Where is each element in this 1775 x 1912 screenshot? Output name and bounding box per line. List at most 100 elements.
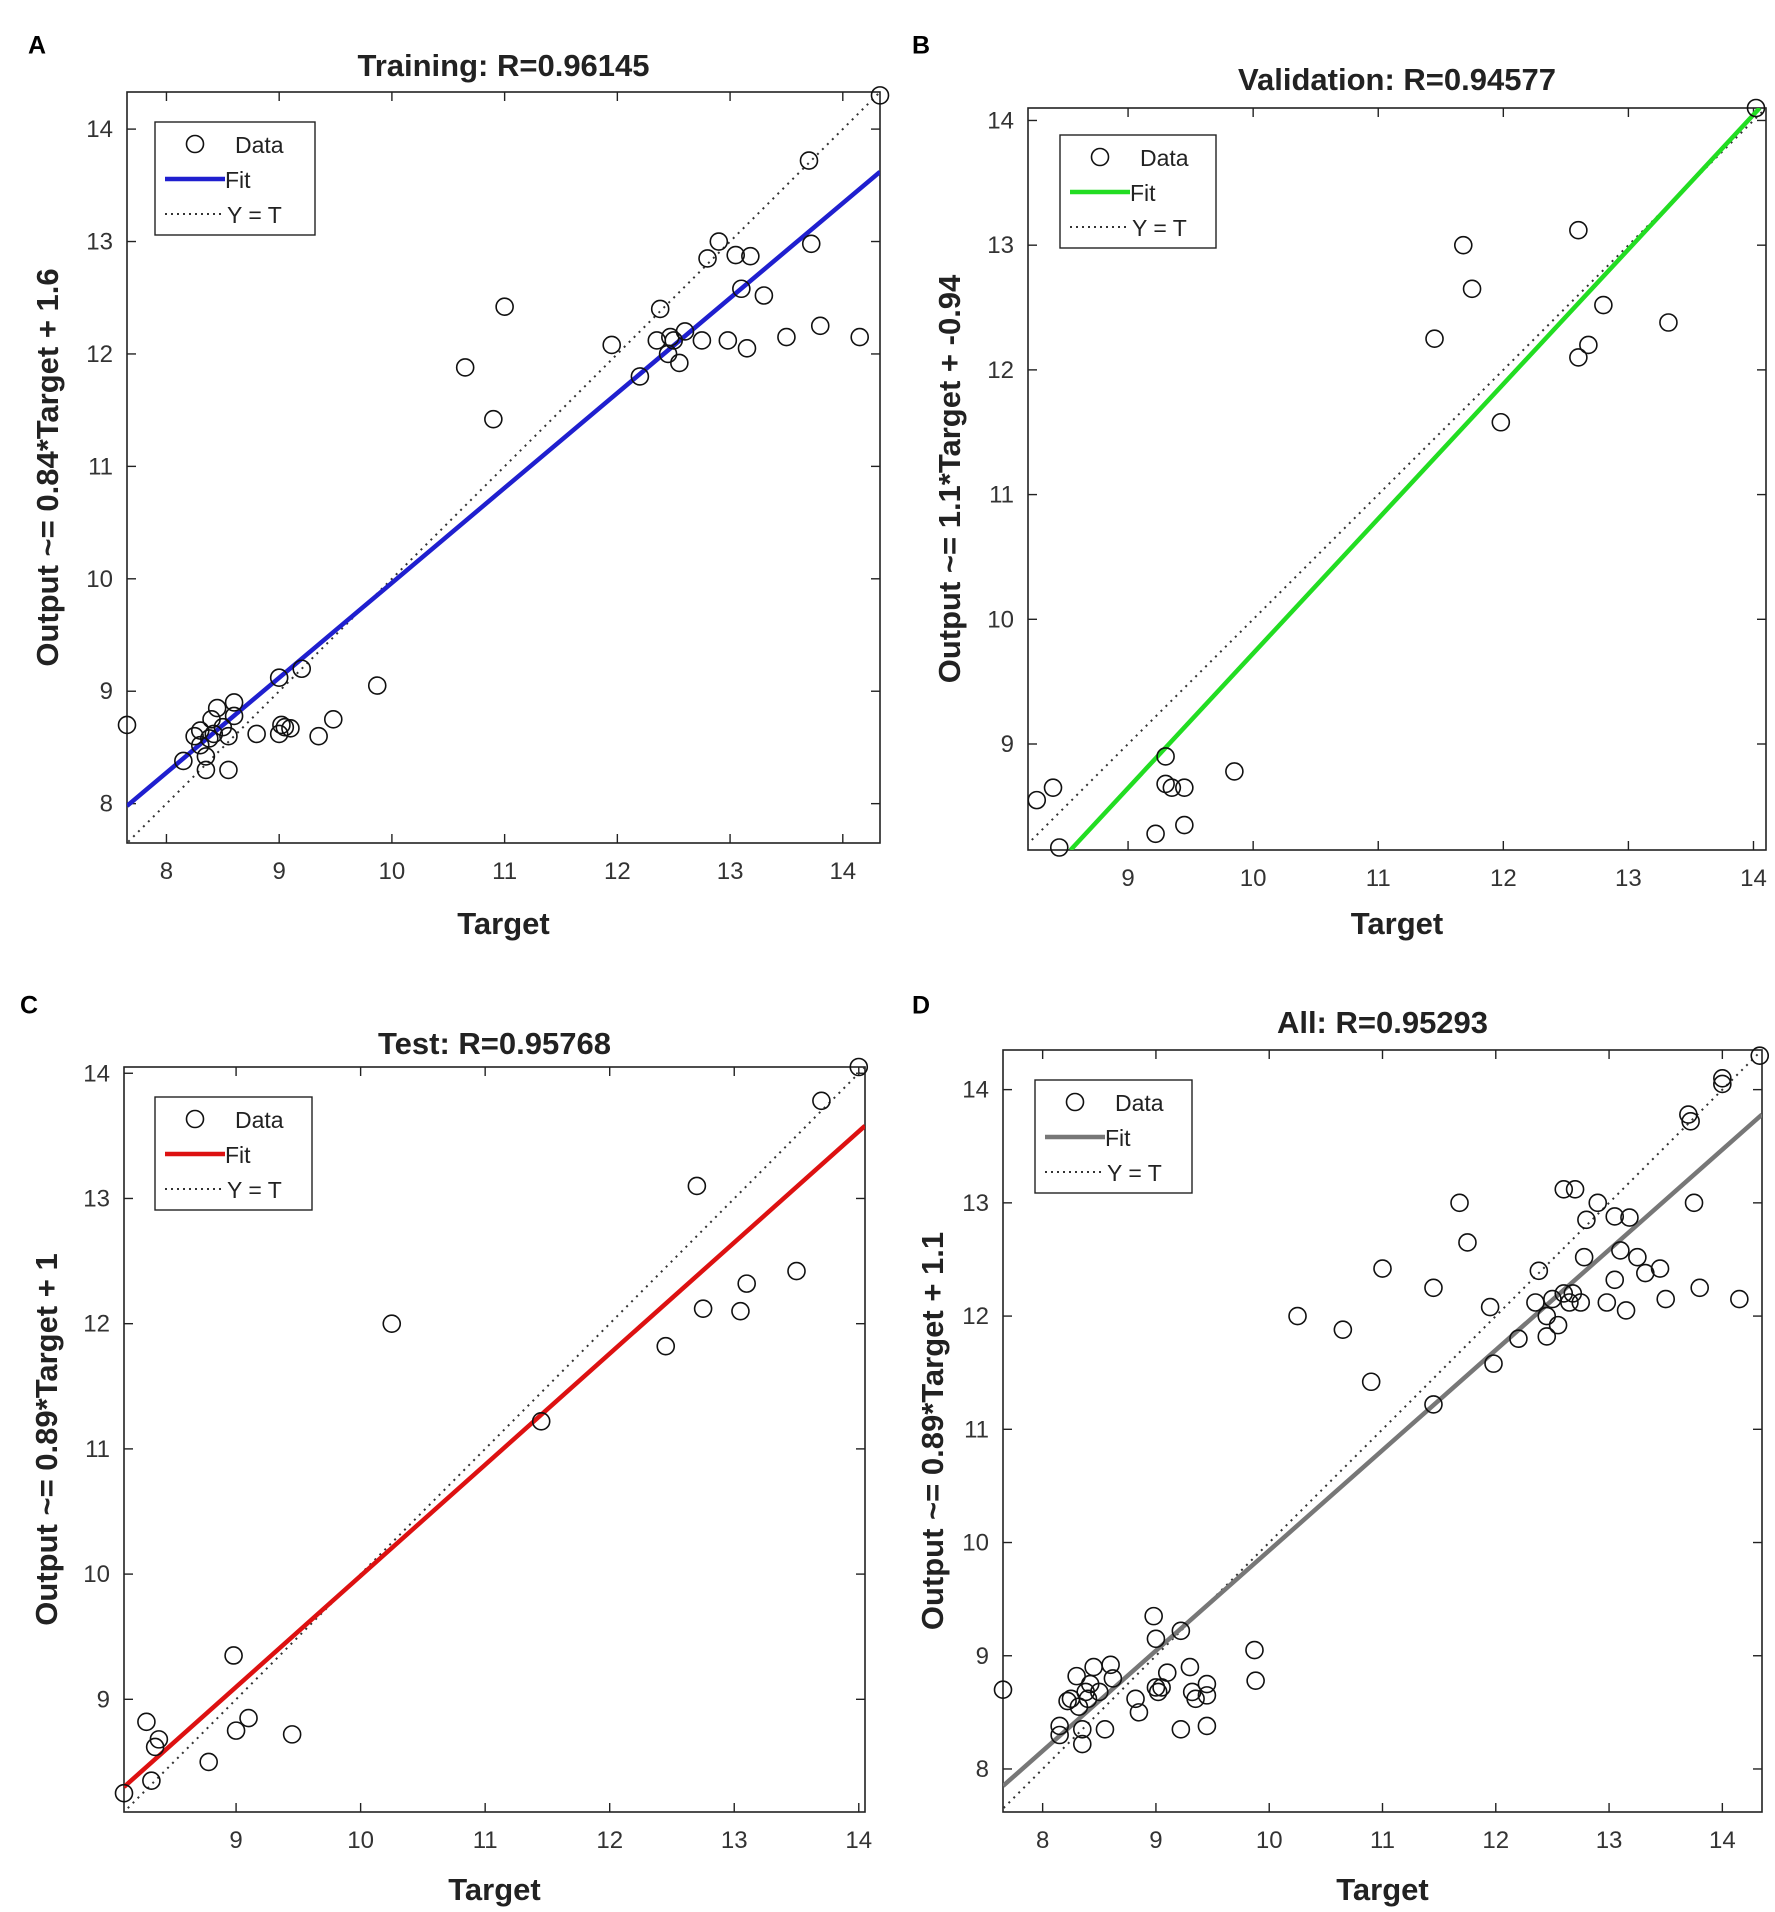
- x-tick-label: 13: [1615, 865, 1642, 892]
- plot-area: [127, 92, 880, 843]
- y-tick-label: 12: [987, 357, 1014, 384]
- legend-data-label: Data: [1115, 1090, 1164, 1116]
- data-point: [1146, 1629, 1166, 1649]
- data-point: [718, 331, 738, 350]
- data-point: [1425, 329, 1444, 349]
- y-tick-label: 10: [987, 606, 1014, 633]
- y-axis-label: Output ~= 0.89*Target + 1: [29, 1253, 64, 1625]
- y-tick-label: 10: [86, 566, 113, 593]
- data-point: [675, 322, 695, 341]
- data-point: [1225, 762, 1244, 781]
- panel-label: B: [912, 32, 930, 60]
- y-tick-label: 8: [976, 1756, 989, 1783]
- data-point: [142, 1771, 161, 1790]
- data-point: [1049, 838, 1069, 857]
- data-point: [850, 327, 870, 347]
- data-point: [1458, 1233, 1477, 1252]
- data-point: [1197, 1716, 1217, 1736]
- panel-label: A: [28, 32, 46, 60]
- x-tick-label: 9: [1121, 865, 1134, 892]
- data-point: [732, 279, 751, 299]
- legend-identity-label: Y = T: [1107, 1160, 1162, 1186]
- data-point: [1148, 1682, 1168, 1702]
- data-point: [1548, 1315, 1568, 1335]
- data-point: [849, 1057, 869, 1077]
- data-point: [1171, 1720, 1191, 1739]
- data-point: [1605, 1207, 1625, 1226]
- data-point: [1103, 1669, 1123, 1688]
- legend-data-marker: [1090, 147, 1110, 167]
- data-point: [226, 1721, 246, 1740]
- x-tick-label: 12: [1482, 1827, 1509, 1854]
- chart-title: All: R=0.95293: [1277, 1005, 1488, 1040]
- chart-panel-a: A Training: R=0.96145 8 9 10 11 12 13 14 8 9 10 11 12…: [28, 32, 890, 941]
- data-point: [239, 1708, 258, 1728]
- data-point: [812, 1091, 831, 1111]
- y-tick-label: 11: [964, 1416, 989, 1443]
- data-point: [656, 1336, 676, 1356]
- data-point: [1058, 1691, 1077, 1711]
- data-point: [1424, 1278, 1443, 1298]
- data-point: [1730, 1289, 1749, 1309]
- x-axis-label: Target: [457, 906, 549, 941]
- data-point: [692, 331, 712, 350]
- x-tick-label: 8: [160, 858, 173, 885]
- y-tick-label: 11: [88, 453, 113, 480]
- data-point: [737, 339, 757, 358]
- data-point: [1577, 1210, 1596, 1230]
- x-tick-label: 9: [272, 858, 285, 885]
- legend: Data Fit Y = T: [154, 121, 316, 236]
- data-point: [1245, 1640, 1264, 1660]
- data-point: [272, 715, 291, 735]
- data-point: [787, 1261, 806, 1281]
- data-point: [741, 246, 760, 266]
- identity-line: [1028, 108, 1766, 846]
- data-point: [698, 249, 717, 268]
- y-tick-label: 9: [1001, 731, 1014, 758]
- fit-line: [1003, 1112, 1762, 1788]
- y-tick-label: 9: [976, 1643, 989, 1670]
- data-point: [224, 693, 244, 712]
- legend-identity-label: Y = T: [227, 202, 282, 228]
- data-point: [1157, 1663, 1177, 1683]
- data-point: [1571, 1293, 1591, 1312]
- data-point: [726, 245, 746, 265]
- data-point: [1537, 1327, 1557, 1346]
- y-tick-label: 9: [97, 1686, 110, 1713]
- data-point: [282, 1725, 302, 1744]
- data-point: [1574, 1247, 1594, 1267]
- data-point: [1095, 1720, 1115, 1739]
- data-point: [1611, 1241, 1630, 1260]
- legend-fit-label: Fit: [1105, 1125, 1131, 1151]
- data-point: [1197, 1686, 1217, 1705]
- legend-data-label: Data: [235, 1107, 284, 1133]
- x-tick-label: 13: [721, 1827, 748, 1854]
- x-tick-label: 14: [1709, 1827, 1736, 1854]
- data-point: [174, 751, 193, 771]
- y-tick-label: 9: [100, 678, 113, 705]
- x-tick-label: 13: [717, 858, 744, 885]
- plot-area: [124, 1067, 865, 1812]
- data-point: [309, 726, 328, 746]
- data-point: [1554, 1284, 1574, 1303]
- x-tick-label: 11: [1370, 1827, 1395, 1854]
- data-point: [484, 409, 503, 429]
- data-point: [1529, 1261, 1549, 1281]
- data-point: [1750, 1046, 1770, 1065]
- legend-data-marker: [1065, 1092, 1085, 1112]
- y-tick-label: 11: [85, 1436, 110, 1463]
- legend: Data Fit Y = T: [1034, 1079, 1193, 1194]
- x-axis-label: Target: [1336, 1872, 1428, 1907]
- data-point: [1175, 815, 1194, 835]
- y-tick-label: 13: [962, 1190, 989, 1217]
- data-point: [1146, 824, 1165, 844]
- panel-label: C: [20, 992, 38, 1020]
- plot-area: [1003, 1050, 1762, 1811]
- data-point: [602, 335, 622, 355]
- x-tick-label: 14: [1740, 865, 1767, 892]
- x-tick-label: 10: [379, 858, 406, 885]
- data-point: [247, 724, 266, 744]
- data-point: [1491, 412, 1511, 432]
- data-point: [1509, 1329, 1528, 1349]
- data-point: [993, 1680, 1013, 1700]
